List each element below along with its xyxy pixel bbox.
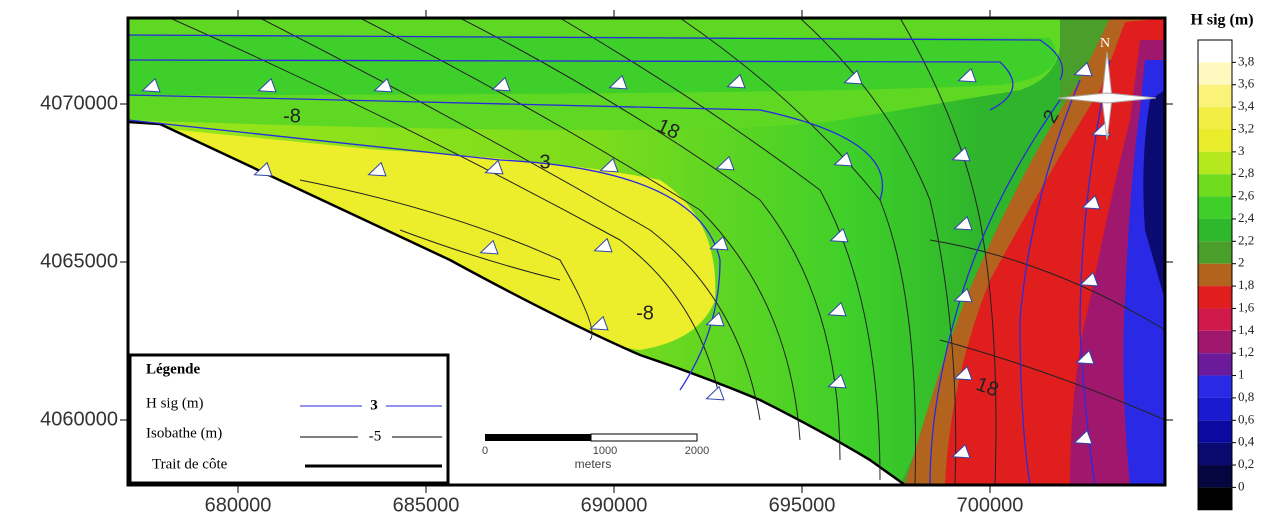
scale-label: 2000 — [685, 445, 709, 457]
colorbar-label: 3,6 — [1238, 76, 1255, 91]
y-tick-label: 4065000 — [40, 250, 118, 272]
colorbar-cell — [1198, 264, 1232, 286]
colorbar-cell — [1198, 331, 1232, 353]
colorbar-label: 1,8 — [1238, 277, 1254, 292]
colorbar-label: 3 — [1238, 143, 1245, 158]
x-tick-label: 695000 — [769, 494, 836, 516]
colorbar-label: 3,8 — [1238, 53, 1254, 68]
colorbar-label: 1,6 — [1238, 299, 1255, 314]
legend: Légende H sig (m) 3 Isobathe (m) -5 Trai… — [130, 355, 448, 483]
x-tick-label: 680000 — [205, 494, 272, 516]
y-tick-label: 4070000 — [40, 92, 118, 114]
legend-label: H sig (m) — [146, 395, 204, 411]
scale-unit: meters — [575, 457, 612, 471]
colorbar-label: 0,8 — [1238, 389, 1254, 404]
colorbar-label: 2,4 — [1238, 210, 1255, 225]
legend-sample: -5 — [369, 428, 382, 444]
colorbar-label: 0,2 — [1238, 456, 1254, 471]
colorbar-cell — [1198, 376, 1232, 398]
colorbar-title: H sig (m) — [1190, 12, 1253, 29]
legend-label: Trait de côte — [152, 456, 228, 472]
colorbar-label: 2,8 — [1238, 165, 1254, 180]
colorbar-cell — [1198, 487, 1232, 509]
colorbar-cell — [1198, 40, 1232, 62]
x-tick-label: 690000 — [581, 494, 648, 516]
colorbar-label: 0,4 — [1238, 434, 1255, 449]
colorbar-cell — [1198, 443, 1232, 465]
colorbar-cell — [1198, 129, 1232, 151]
contour-label: 3 — [539, 151, 550, 173]
colorbar-cell — [1198, 241, 1232, 263]
x-tick-label: 685000 — [393, 494, 460, 516]
colorbar-cell — [1198, 286, 1232, 308]
colorbar-cell — [1198, 62, 1232, 84]
colorbar-label: 0 — [1238, 478, 1245, 493]
contour-label: -8 — [636, 302, 654, 324]
map-figure: N Légende H sig (m) 3 Isobathe (m) -5 Tr… — [0, 0, 1287, 521]
legend-title: Légende — [146, 361, 201, 377]
legend-label: Isobathe (m) — [146, 425, 222, 441]
scale-label: 1000 — [593, 445, 617, 457]
colorbar-cell — [1198, 398, 1232, 420]
x-tick-label: 700000 — [957, 494, 1024, 516]
colorbar-cell — [1198, 465, 1232, 487]
colorbar-label: 1,4 — [1238, 322, 1255, 337]
colorbar-cell — [1198, 85, 1232, 107]
colorbar-label: 2 — [1238, 255, 1245, 270]
y-tick-label: 4060000 — [40, 408, 118, 430]
colorbar-cell — [1198, 197, 1232, 219]
colorbar-cell — [1198, 308, 1232, 330]
colorbar-cell — [1198, 107, 1232, 129]
colorbar-label: 2,2 — [1238, 232, 1254, 247]
legend-sample: 3 — [370, 397, 378, 413]
colorbar-cell — [1198, 152, 1232, 174]
colorbar-label: 3,2 — [1238, 120, 1254, 135]
scale-label: 0 — [482, 445, 488, 457]
contour-label: -8 — [283, 105, 301, 127]
colorbar-cell — [1198, 219, 1232, 241]
colorbar-label: 1 — [1238, 367, 1245, 382]
colorbar-label: 3,4 — [1238, 98, 1255, 113]
colorbar-label: 1,2 — [1238, 344, 1254, 359]
colorbar-label: 2,6 — [1238, 188, 1255, 203]
colorbar-cell — [1198, 174, 1232, 196]
colorbar-label: 0,6 — [1238, 411, 1255, 426]
north-label: N — [1100, 36, 1110, 51]
colorbar-cell — [1198, 420, 1232, 442]
colorbar-cell — [1198, 353, 1232, 375]
